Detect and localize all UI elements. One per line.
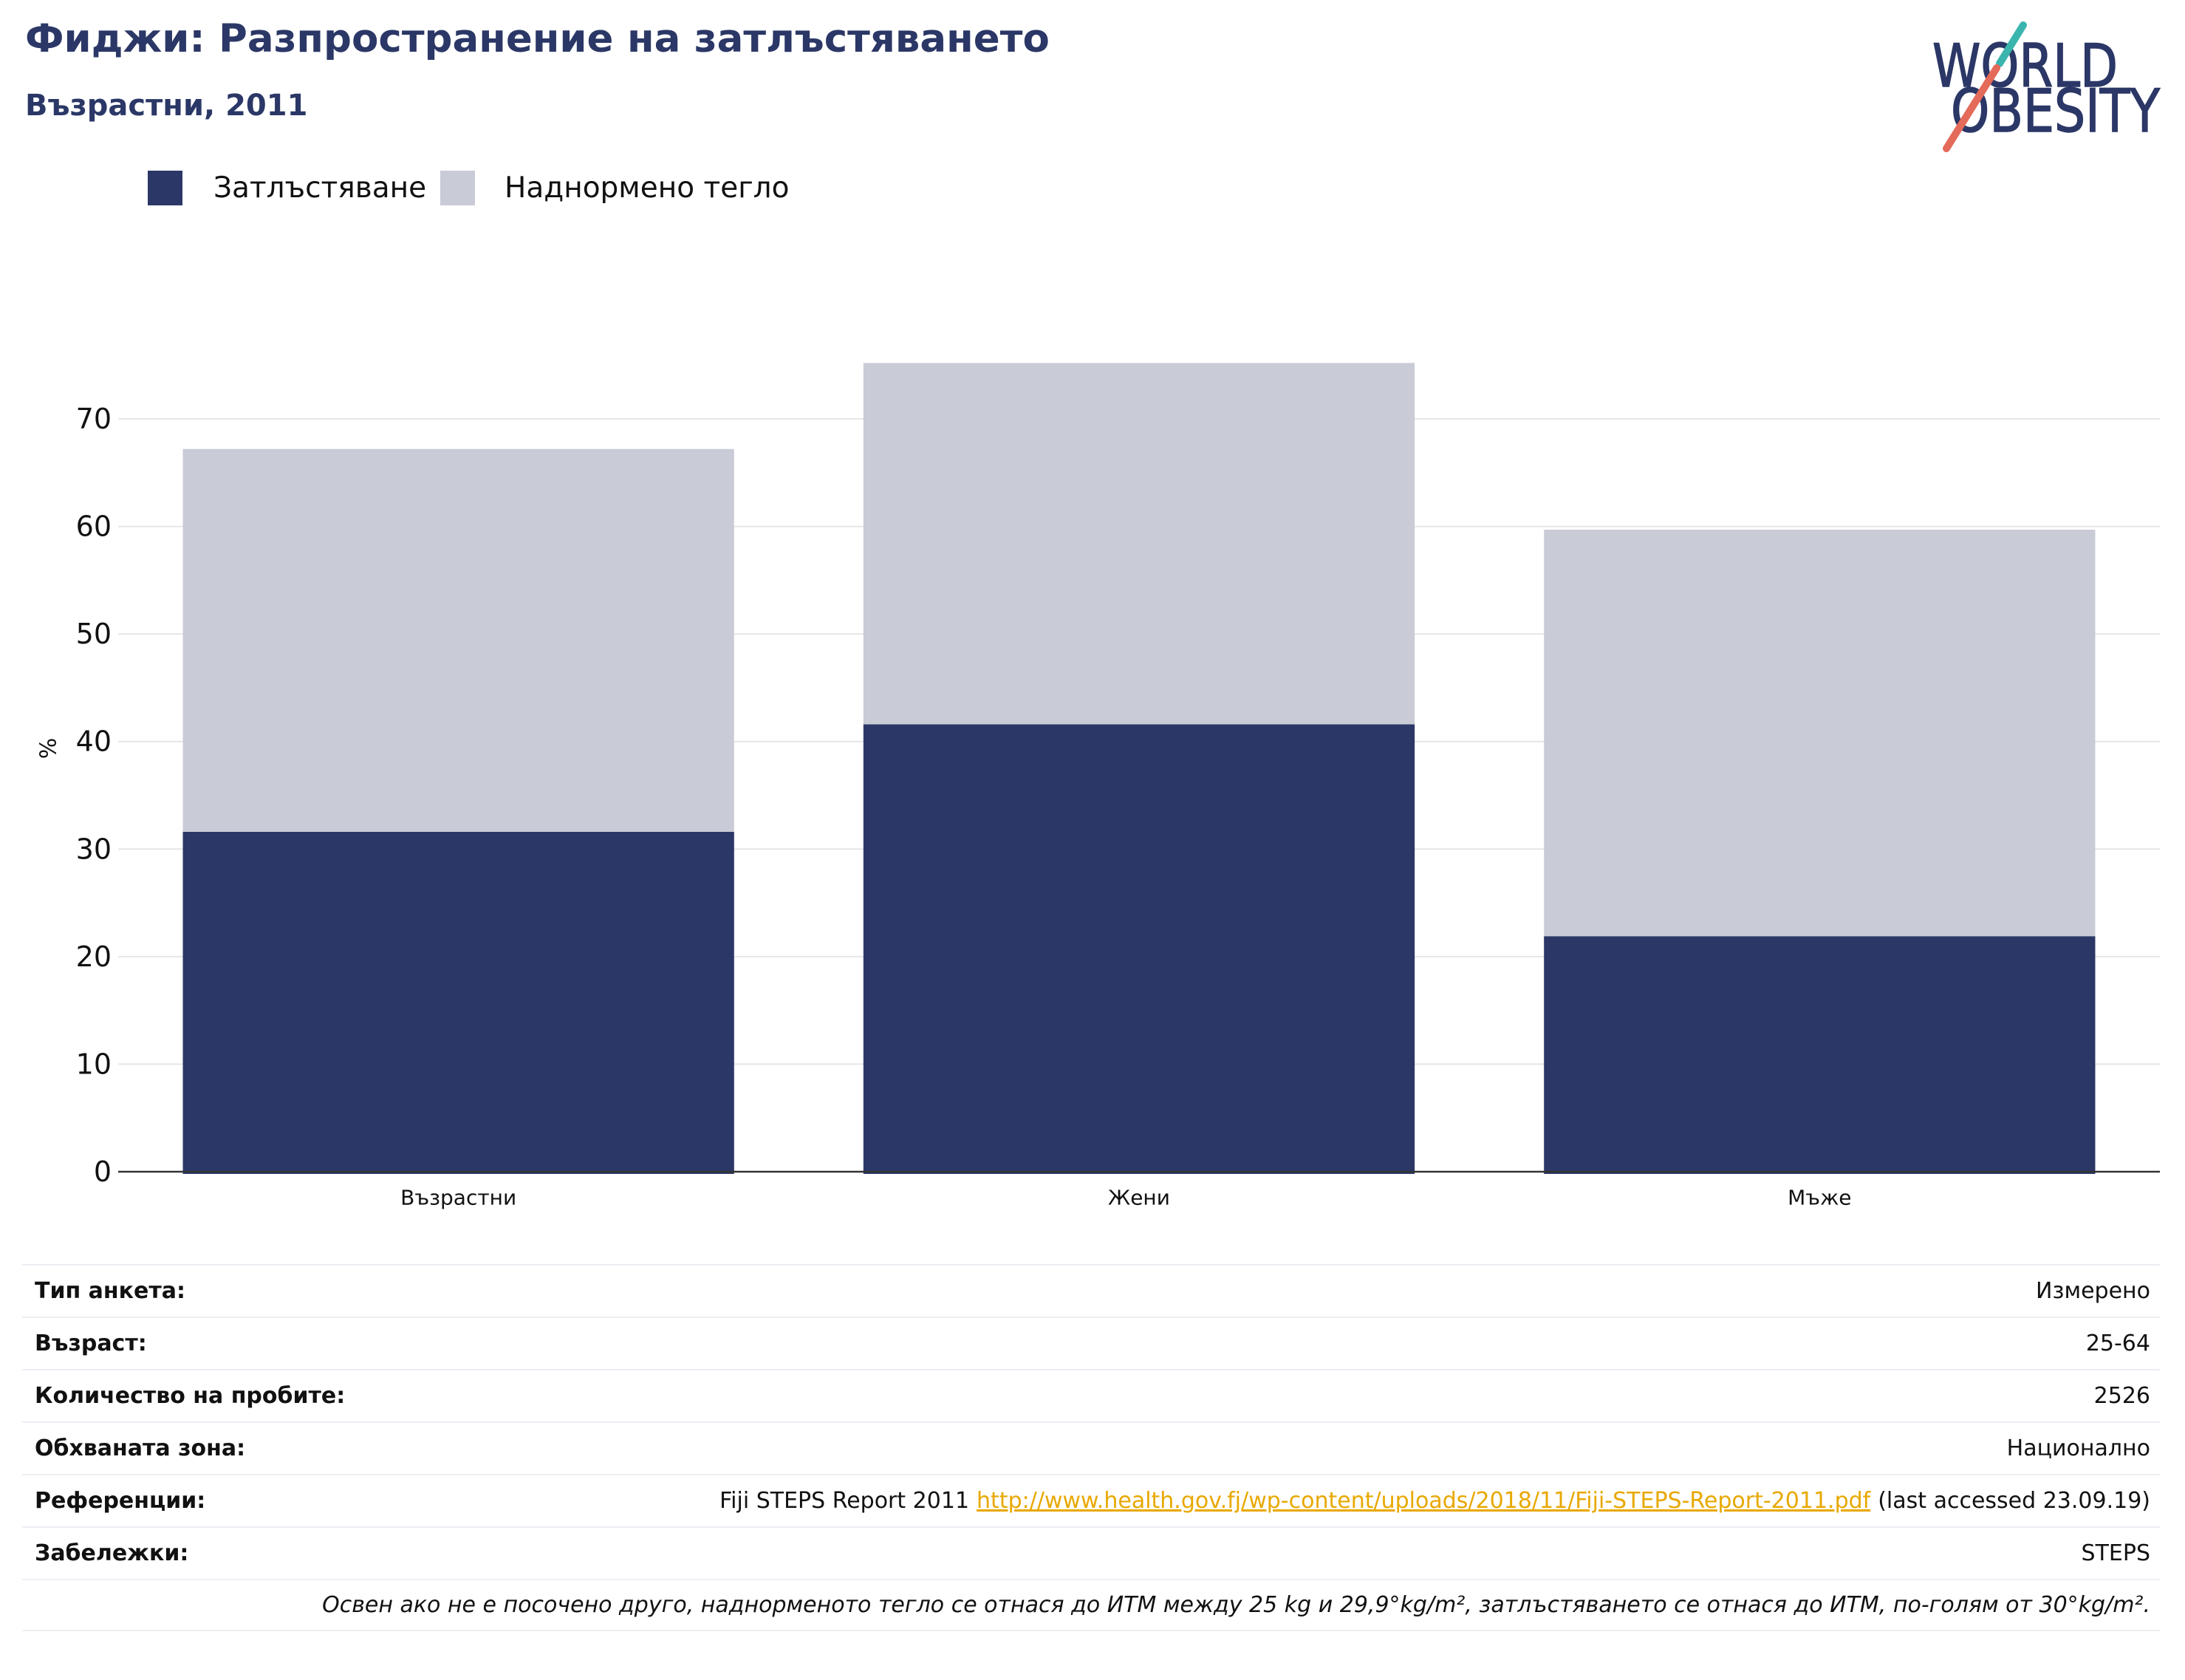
age-value: 25-64	[2085, 1331, 2150, 1356]
details-row-references: Референции: Fiji STEPS Report 2011 http:/…	[22, 1474, 2160, 1526]
legend-item-overweight[interactable]: Наднормено тегло	[440, 171, 789, 205]
details-row-notes: Забележки: STEPS	[22, 1526, 2160, 1579]
details-row-survey-type: Тип анкета: Измерено	[22, 1264, 2160, 1317]
details-row-age: Възраст: 25-64	[22, 1317, 2160, 1369]
notes-value: STEPS	[2081, 1540, 2150, 1566]
area-label: Обхваната зона:	[35, 1435, 246, 1461]
legend-label-overweight: Наднормено тегло	[505, 171, 790, 205]
area-value: Национално	[2006, 1435, 2150, 1461]
references-value: Fiji STEPS Report 2011 http://www.health.…	[719, 1488, 2150, 1514]
y-axis-label: %	[36, 738, 62, 759]
logo-slash-coral	[1943, 64, 2000, 152]
y-tick-label: 50	[76, 618, 112, 650]
reference-title: Fiji STEPS Report 2011	[719, 1488, 970, 1514]
x-tick-label: Жени	[1108, 1186, 1170, 1210]
logo-word-world: WORLD	[1932, 32, 2118, 100]
details-row-footnote: Освен ако не е посочено друго, наднормен…	[22, 1579, 2160, 1631]
y-tick-label: 20	[76, 940, 112, 973]
y-tick-label: 30	[76, 833, 112, 865]
y-tick-label: 40	[76, 725, 112, 758]
reference-link[interactable]: http://www.health.gov.fj/wp-content/uplo…	[977, 1488, 1871, 1514]
chart-title: Фиджи: Разпространение на затлъстяването	[25, 16, 1050, 61]
notes-label: Забележки:	[35, 1540, 189, 1566]
bar-series-1-category-2	[1544, 529, 2096, 937]
bar-series-1-category-0	[182, 448, 734, 832]
age-label: Възраст:	[35, 1331, 147, 1356]
legend-item-obesity[interactable]: Затлъстяване	[148, 171, 426, 205]
sample-size-label: Количество на пробите:	[35, 1383, 346, 1409]
survey-type-label: Тип анкета:	[35, 1278, 185, 1304]
sample-size-value: 2526	[2093, 1383, 2150, 1409]
bar-series-1-category-1	[863, 363, 1415, 725]
stacked-bar-chart: 0 10 20 30 40 50 60 70 Възрастни Жени Мъже %	[36, 363, 2160, 1210]
bar-series-0-category-1	[863, 724, 1415, 1174]
chart-legend: Затлъстяване Наднормено тегло	[148, 171, 813, 205]
bar-series-0-category-2	[1544, 936, 2096, 1174]
y-tick-label: 60	[76, 511, 112, 543]
y-tick-label: 0	[94, 1155, 112, 1188]
y-tick-label: 10	[76, 1048, 112, 1080]
x-tick-label: Възрастни	[400, 1186, 516, 1210]
bar-series-0-category-0	[182, 832, 734, 1174]
logo-slash-teal	[1996, 21, 2027, 67]
footnote-text: Освен ако не е посочено друго, наднормен…	[322, 1592, 2150, 1618]
y-tick-label: 70	[76, 403, 112, 435]
details-row-sample-size: Количество на пробите: 2526	[22, 1369, 2160, 1421]
axis-layer: 0 10 20 30 40 50 60 70 Възрастни Жени Мъже	[76, 403, 2160, 1210]
details-row-area: Обхваната зона: Национално	[22, 1421, 2160, 1474]
bar-layer	[182, 363, 2096, 1174]
reference-accessed: (last accessed 23.09.19)	[1878, 1488, 2150, 1514]
references-label: Референции:	[35, 1488, 206, 1514]
survey-details-table: Тип анкета: Измерено Възраст: 25-64 Коли…	[22, 1264, 2160, 1631]
legend-swatch-overweight	[440, 171, 475, 205]
legend-swatch-obesity	[148, 171, 182, 205]
legend-label-obesity: Затлъстяване	[213, 171, 427, 205]
chart-subtitle: Възрастни, 2011	[25, 89, 308, 123]
survey-type-value: Измерено	[2036, 1278, 2150, 1304]
x-tick-label: Мъже	[1788, 1186, 1851, 1210]
world-obesity-logo: WORLD OBESITY	[1932, 21, 2161, 152]
